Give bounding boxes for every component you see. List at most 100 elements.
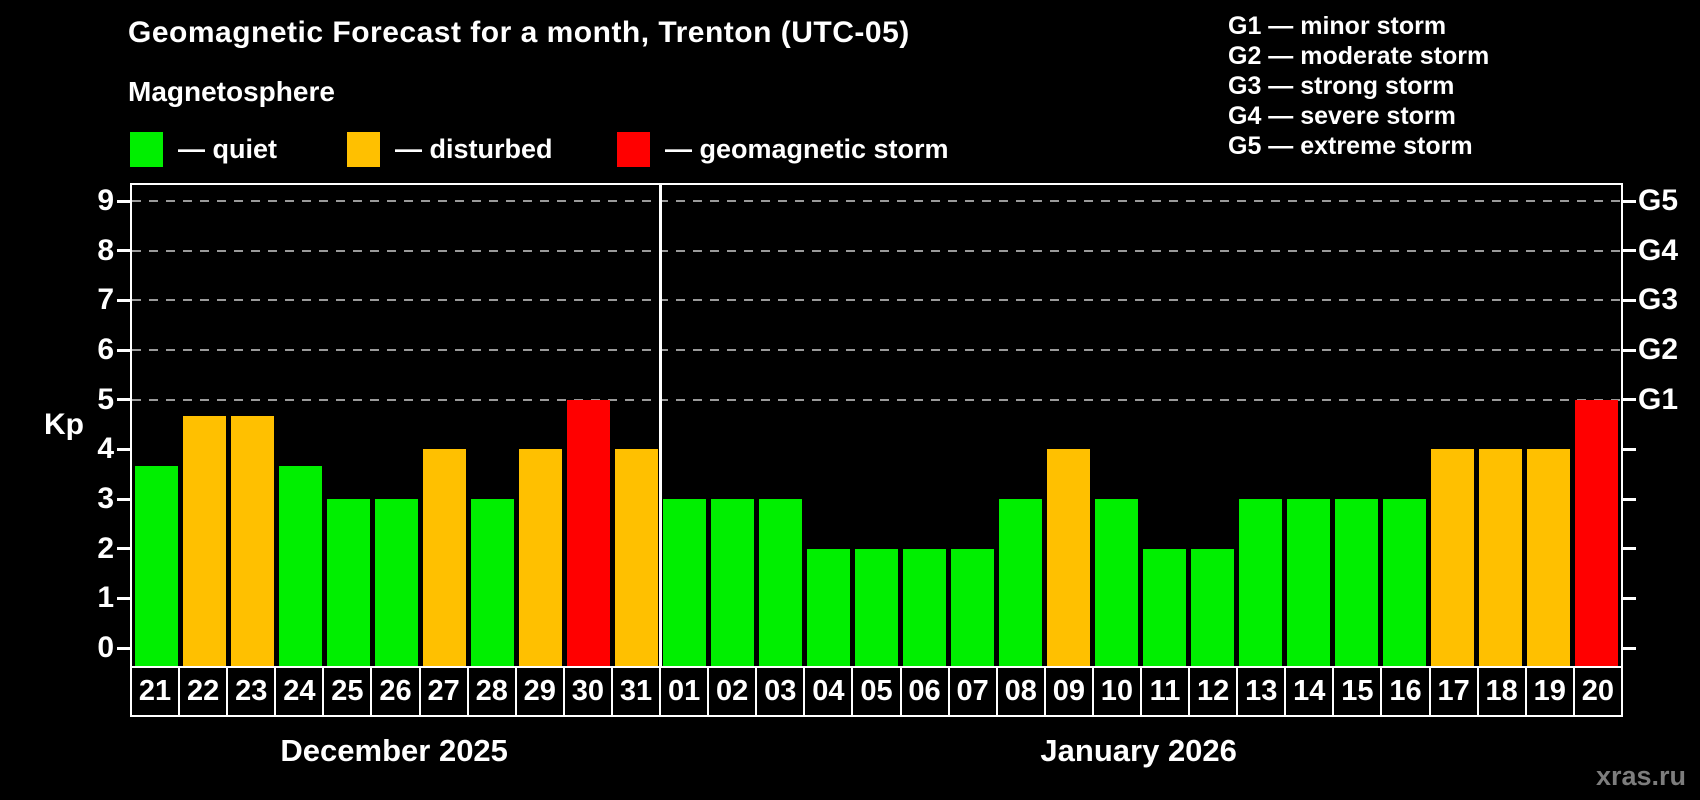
y-tick-label-2: 2 bbox=[97, 531, 114, 565]
day-label: 05 bbox=[853, 668, 902, 715]
y-tick-left-2 bbox=[117, 547, 130, 551]
month-separator-line bbox=[658, 185, 662, 666]
gridline-kp6 bbox=[132, 349, 1621, 351]
chart-subtitle: Magnetosphere bbox=[128, 76, 335, 107]
legend-label-storm: — geomagnetic storm bbox=[665, 134, 949, 164]
legend-item-disturbed: — disturbed bbox=[347, 131, 553, 168]
g-axis-label-g3: G3 bbox=[1638, 283, 1679, 317]
y-tick-right-6 bbox=[1623, 348, 1636, 352]
y-tick-left-3 bbox=[117, 497, 130, 501]
kp-bar-day-23 bbox=[230, 416, 274, 666]
kp-bar-day-10 bbox=[1095, 499, 1139, 666]
kp-bar-day-05 bbox=[854, 548, 898, 666]
y-tick-label-0: 0 bbox=[97, 631, 114, 664]
kp-bar-day-29 bbox=[518, 449, 562, 666]
g4-legend-line: G4 — severe storm bbox=[1228, 102, 1456, 130]
gridline-kp8 bbox=[132, 249, 1621, 252]
kp-bar-day-06 bbox=[903, 548, 947, 666]
kp-bar-day-27 bbox=[422, 449, 466, 666]
kp-bar-day-11 bbox=[1143, 548, 1187, 666]
y-tick-left-8 bbox=[117, 249, 130, 253]
y-tick-left-4 bbox=[117, 447, 130, 451]
kp-bar-day-24 bbox=[278, 465, 322, 666]
month-label-1: January 2026 bbox=[1040, 733, 1237, 768]
legend-item-quiet: — quiet bbox=[130, 131, 277, 168]
day-label: 23 bbox=[228, 668, 277, 715]
g-axis-label-g5: G5 bbox=[1638, 184, 1679, 217]
kp-bar-day-31 bbox=[614, 449, 658, 666]
y-tick-label-5: 5 bbox=[97, 382, 114, 416]
day-label: 24 bbox=[276, 668, 325, 715]
day-label: 28 bbox=[469, 668, 517, 715]
kp-bar-day-02 bbox=[710, 499, 754, 666]
kp-bar-day-03 bbox=[758, 499, 802, 666]
kp-bar-day-16 bbox=[1383, 499, 1427, 666]
kp-bar-day-22 bbox=[182, 416, 226, 666]
day-label: 21 bbox=[132, 668, 181, 715]
day-label: 01 bbox=[661, 668, 710, 715]
y-axis-title: Kp bbox=[44, 407, 84, 441]
kp-bar-day-17 bbox=[1431, 449, 1475, 666]
kp-bar-day-21 bbox=[134, 465, 178, 666]
y-tick-left-9 bbox=[117, 199, 130, 203]
day-label: 03 bbox=[757, 668, 806, 715]
kp-bar-day-25 bbox=[326, 499, 370, 666]
kp-bar-day-07 bbox=[951, 548, 995, 666]
y-tick-label-9: 9 bbox=[97, 184, 114, 217]
day-label: 22 bbox=[180, 668, 229, 715]
y-tick-label-8: 8 bbox=[97, 233, 114, 267]
kp-bar-day-14 bbox=[1287, 499, 1331, 666]
kp-bar-day-08 bbox=[999, 499, 1043, 666]
y-tick-left-0 bbox=[117, 646, 130, 650]
day-label: 17 bbox=[1431, 668, 1479, 715]
page-title: Geomagnetic Forecast for a month, Trento… bbox=[128, 16, 910, 49]
quiet-swatch bbox=[130, 132, 163, 167]
g-axis-label-g2: G2 bbox=[1638, 333, 1679, 366]
y-tick-right-1 bbox=[1623, 596, 1636, 600]
y-tick-label-3: 3 bbox=[97, 482, 114, 515]
day-label: 16 bbox=[1382, 668, 1431, 715]
storm-swatch bbox=[617, 132, 650, 167]
watermark: xras.ru bbox=[1595, 761, 1686, 791]
gridline-kp9 bbox=[132, 200, 1621, 202]
day-label: 10 bbox=[1094, 668, 1142, 715]
g-scale-legend: G1 — minor storm G2 — moderate storm G3 … bbox=[1228, 11, 1489, 161]
day-axis-row: 21 22 23 24 25 26 27 28 29 30 31 01 02 03 04 05 06 07 08 09… bbox=[130, 666, 1623, 717]
y-tick-left-6 bbox=[117, 348, 130, 352]
y-tick-label-6: 6 bbox=[97, 333, 114, 366]
day-label: 02 bbox=[709, 668, 758, 715]
y-tick-right-9 bbox=[1623, 199, 1636, 203]
kp-bar-day-28 bbox=[470, 499, 514, 666]
day-label: 11 bbox=[1142, 668, 1191, 715]
kp-bar-day-01 bbox=[662, 499, 706, 666]
day-label: 27 bbox=[421, 668, 469, 715]
day-label: 25 bbox=[324, 668, 373, 715]
g-axis-label-g4: G4 bbox=[1638, 233, 1679, 267]
y-tick-right-2 bbox=[1623, 547, 1636, 551]
kp-bar-day-26 bbox=[374, 499, 418, 666]
y-tick-right-5 bbox=[1623, 398, 1636, 402]
legend-label-disturbed: — disturbed bbox=[395, 134, 553, 164]
g5-legend-line: G5 — extreme storm bbox=[1228, 132, 1473, 160]
y-tick-left-1 bbox=[117, 596, 130, 600]
kp-bar-day-18 bbox=[1479, 449, 1523, 666]
gridline-kp7 bbox=[132, 299, 1621, 302]
y-tick-label-1: 1 bbox=[97, 581, 114, 615]
gridline-kp5 bbox=[132, 398, 1621, 401]
kp-bar-day-19 bbox=[1527, 449, 1571, 666]
kp-bar-day-09 bbox=[1047, 449, 1091, 666]
g1-legend-line: G1 — minor storm bbox=[1228, 12, 1447, 40]
y-tick-left-7 bbox=[117, 298, 130, 302]
g2-legend-line: G2 — moderate storm bbox=[1228, 42, 1490, 70]
legend-item-storm: — geomagnetic storm bbox=[617, 131, 949, 168]
day-label: 14 bbox=[1286, 668, 1335, 715]
day-label: 04 bbox=[805, 668, 854, 715]
kp-bar-day-15 bbox=[1335, 499, 1379, 666]
kp-bar-day-04 bbox=[806, 548, 850, 666]
day-label: 15 bbox=[1334, 668, 1383, 715]
kp-bar-day-20 bbox=[1575, 399, 1619, 666]
legend-label-quiet: — quiet bbox=[178, 134, 277, 164]
day-label: 08 bbox=[998, 668, 1046, 715]
y-tick-right-3 bbox=[1623, 497, 1636, 501]
